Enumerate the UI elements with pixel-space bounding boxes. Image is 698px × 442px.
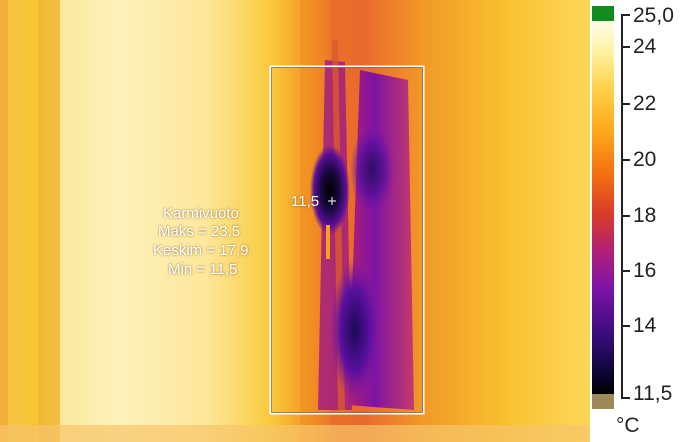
roi-min-label: Min = 11,5 (168, 261, 238, 278)
tick-label-18: 18 (633, 204, 657, 227)
tick-min (621, 397, 630, 399)
tick-18 (621, 215, 630, 217)
tick-22 (621, 103, 630, 105)
scale-axis-line (621, 14, 623, 398)
tick-label-14: 14 (633, 314, 657, 337)
roi-name-label: Karmivuoto (163, 205, 239, 222)
tick-label-20: 20 (633, 148, 657, 171)
tick-max (621, 14, 630, 16)
tick-label-24: 24 (633, 35, 657, 58)
spot-crosshair-icon (328, 197, 336, 205)
unit-label: °C (616, 414, 640, 437)
thermal-image: 11,5 Karmivuoto Maks = 23,5 Keskim = 17,… (0, 0, 590, 442)
colorbar (592, 21, 614, 394)
tick-14 (621, 325, 630, 327)
tick-label-16: 16 (633, 259, 657, 282)
tick-16 (621, 270, 630, 272)
below-range-swatch (592, 394, 614, 409)
temperature-scale: 25,0 24 22 20 18 16 14 11,5 °C (590, 0, 698, 442)
scale-max-label: 25,0 (633, 4, 674, 27)
above-range-swatch (592, 6, 614, 21)
tick-24 (621, 46, 630, 48)
tick-20 (621, 159, 630, 161)
tick-label-22: 22 (633, 92, 657, 115)
measurement-box[interactable] (269, 65, 425, 415)
spot-temperature-label: 11,5 (291, 193, 320, 210)
roi-mean-label: Keskim = 17,9 (153, 242, 249, 259)
roi-max-label: Maks = 23,5 (158, 223, 241, 240)
scale-min-label: 11,5 (633, 382, 673, 405)
